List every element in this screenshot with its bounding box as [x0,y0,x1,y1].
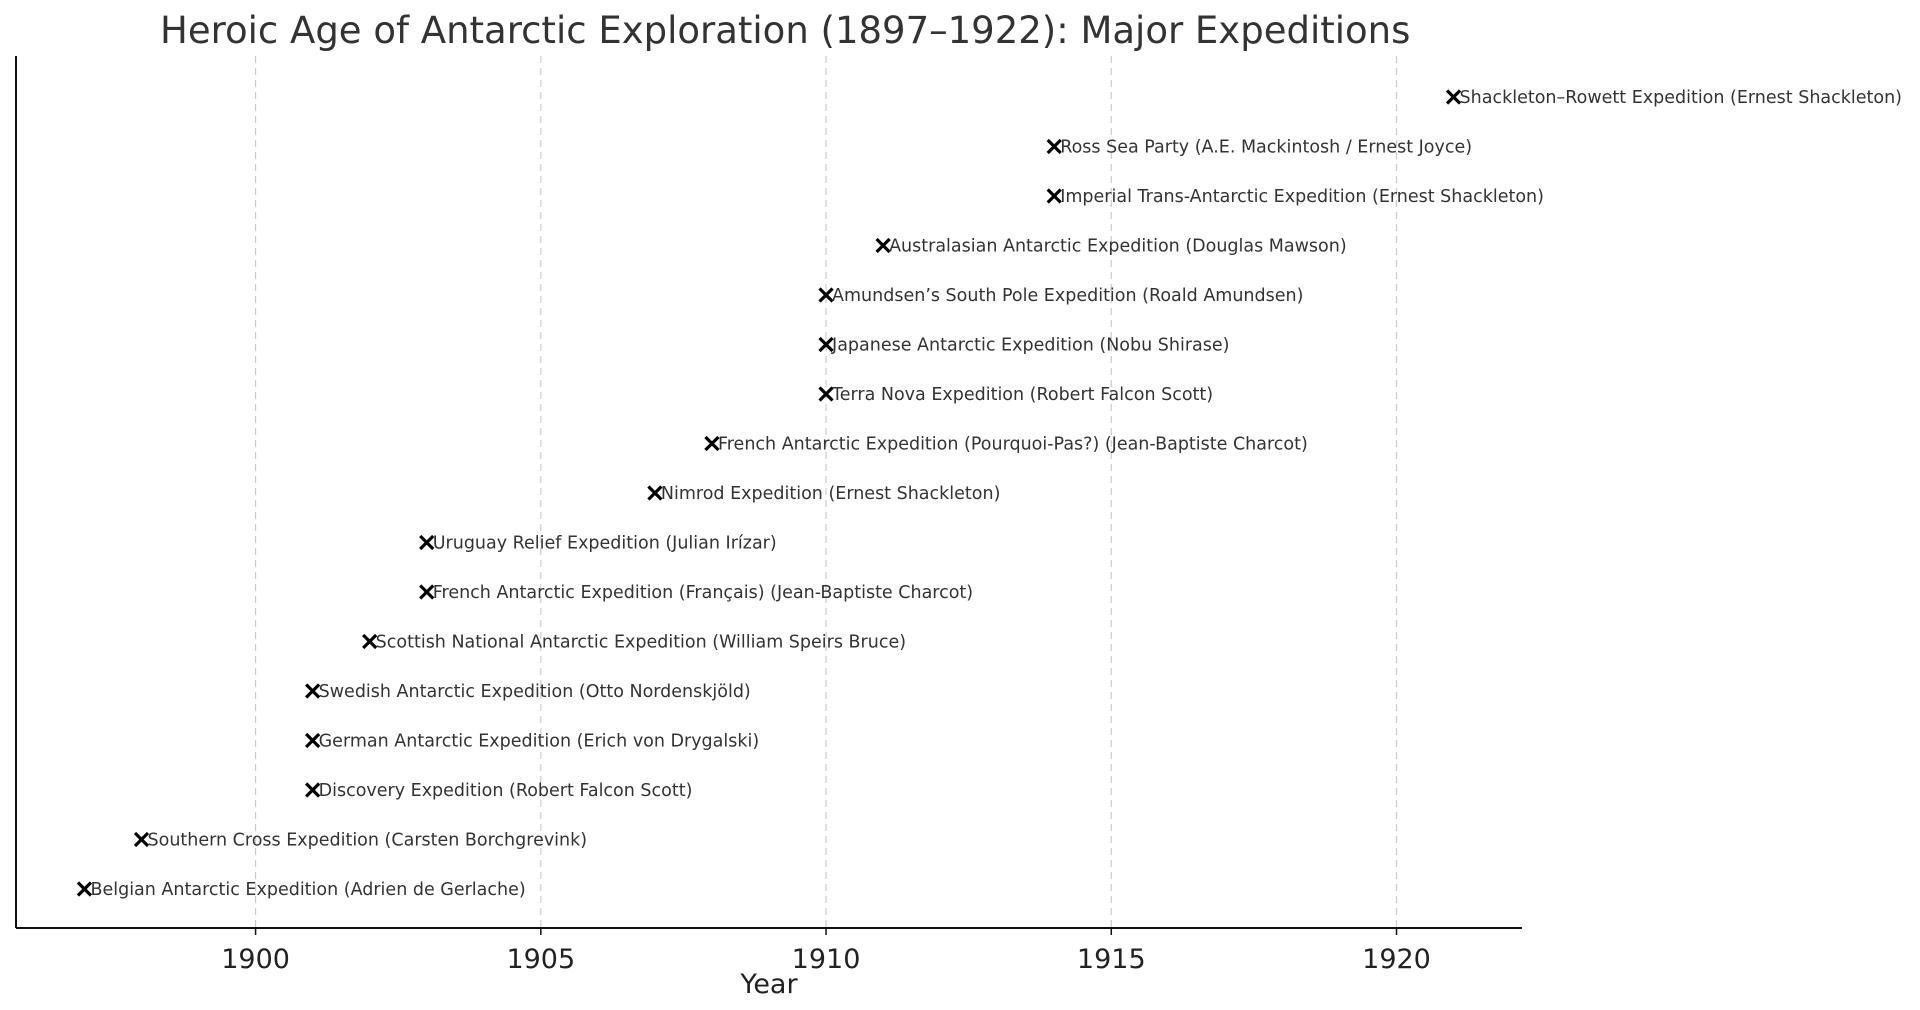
expedition-point: Terra Nova Expedition (Robert Falcon Sco… [818,385,1213,405]
expedition-label: Japanese Antarctic Expedition (Nobu Shir… [831,336,1229,356]
expedition-point: Ross Sea Party (A.E. Mackintosh / Ernest… [1046,138,1472,158]
x-marker-stroke [362,633,378,650]
expedition-point: Australasian Antarctic Expedition (Dougl… [875,237,1347,257]
expedition-label: Australasian Antarctic Expedition (Dougl… [889,237,1347,257]
expedition-label: Shackleton–Rowett Expedition (Ernest Sha… [1460,88,1902,108]
expedition-point: Southern Cross Expedition (Carsten Borch… [133,831,588,851]
x-marker-stroke [818,386,834,402]
expedition-point: Nimrod Expedition (Ernest Shackleton) [647,484,1001,504]
expedition-point: French Antarctic Expedition (Français) (… [419,583,973,603]
x-marker-stroke [419,534,435,551]
expedition-label: Uruguay Relief Expedition (Julian Irízar… [433,534,777,554]
x-tick-label: 1900 [221,944,290,975]
x-tick-label: 1905 [506,944,575,975]
expedition-label: French Antarctic Expedition (Pourquoi-Pa… [718,435,1308,455]
x-marker-stroke [305,683,321,699]
x-marker-stroke [133,831,150,848]
gridlines [254,56,1398,928]
expedition-point: Swedish Antarctic Expedition (Otto Norde… [305,682,751,702]
x-marker-stroke [419,584,435,600]
chart-title: Heroic Age of Antarctic Exploration (189… [160,9,1410,52]
data-points: Belgian Antarctic Expedition (Adrien de … [76,88,1902,900]
expedition-point: Scottish National Antarctic Expedition (… [362,633,906,653]
x-marker-stroke [704,435,720,452]
expedition-point: Shackleton–Rowett Expedition (Ernest Sha… [1445,88,1902,108]
x-marker-stroke [76,881,93,897]
x-axis-ticks: 1900 1905 1910 1915 1920 [221,928,1431,975]
x-tick-label: 1915 [1077,944,1146,975]
expedition-label: Ross Sea Party (A.E. Mackintosh / Ernest… [1060,138,1472,158]
expedition-label: Amundsen’s South Pole Expedition (Roald … [832,286,1303,306]
expedition-label: Swedish Antarctic Expedition (Otto Norde… [319,682,751,702]
expedition-label: Scottish National Antarctic Expedition (… [376,633,906,653]
expedition-point: German Antarctic Expedition (Erich von D… [305,732,760,752]
expedition-point: Belgian Antarctic Expedition (Adrien de … [76,880,526,900]
x-axis-title: Year [739,969,798,1000]
expedition-label: Discovery Expedition (Robert Falcon Scot… [319,781,693,801]
expedition-point: Amundsen’s South Pole Expedition (Roald … [818,286,1303,306]
expedition-point: Japanese Antarctic Expedition (Nobu Shir… [818,336,1229,356]
expedition-label: Imperial Trans-Antarctic Expedition (Ern… [1060,187,1544,207]
x-marker-stroke [1046,138,1062,155]
x-marker-stroke [647,485,663,501]
expedition-point: Uruguay Relief Expedition (Julian Irízar… [419,534,777,554]
x-tick-label: 1920 [1362,944,1431,975]
expedition-point: Imperial Trans-Antarctic Expedition (Ern… [1046,187,1544,207]
expedition-point: French Antarctic Expedition (Pourquoi-Pa… [704,435,1308,455]
expedition-label: Nimrod Expedition (Ernest Shackleton) [661,484,1001,504]
expedition-label: German Antarctic Expedition (Erich von D… [319,732,760,752]
x-marker-stroke [305,732,321,749]
x-marker-stroke [305,782,321,798]
x-marker-stroke [875,237,891,254]
x-marker-stroke [818,336,834,353]
expedition-point: Discovery Expedition (Robert Falcon Scot… [305,781,693,801]
expedition-label: French Antarctic Expedition (Français) (… [433,583,973,603]
x-marker-stroke [1046,188,1062,204]
expedition-label: Terra Nova Expedition (Robert Falcon Sco… [831,385,1213,405]
x-marker-stroke [818,287,834,303]
expedition-label: Southern Cross Expedition (Carsten Borch… [148,831,588,851]
x-marker-stroke [1445,89,1462,105]
expedition-label: Belgian Antarctic Expedition (Adrien de … [90,880,525,900]
x-tick-label: 1910 [792,944,861,975]
